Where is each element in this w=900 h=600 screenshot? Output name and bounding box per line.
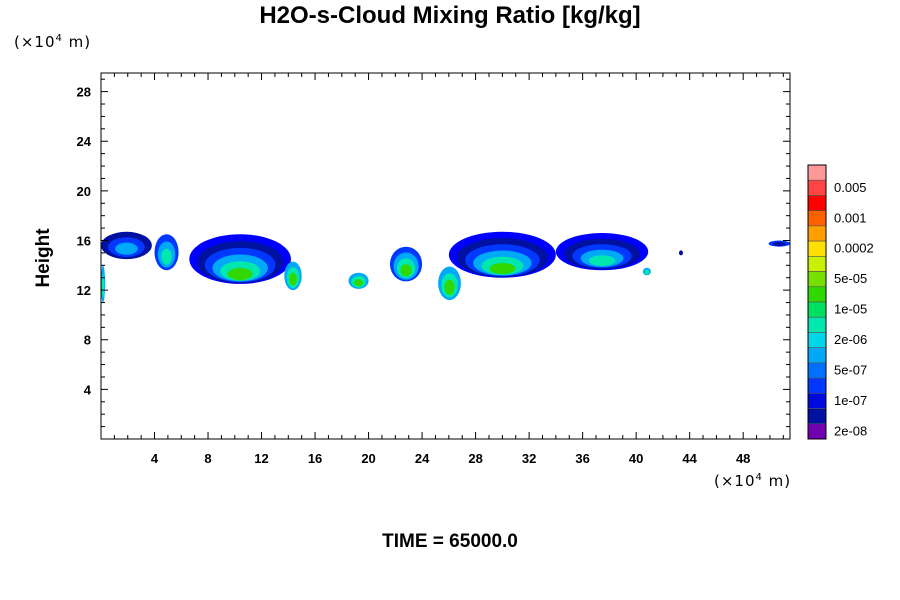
y-axis: 4 8 12 16 20 24 28 bbox=[77, 78, 790, 428]
colorbar-label: 0.001 bbox=[834, 210, 867, 225]
y-tick-label: 8 bbox=[84, 333, 91, 348]
x-tick-label: 28 bbox=[468, 451, 482, 466]
colorbar-swatch bbox=[807, 423, 827, 440]
colorbar-label: 5e-05 bbox=[834, 271, 867, 286]
chart-title: H2O-s-Cloud Mixing Ratio [kg/kg] bbox=[259, 2, 641, 29]
colorbar-swatch bbox=[807, 164, 827, 181]
colorbar-swatch bbox=[807, 240, 827, 257]
cloud-patch-7-level-2 bbox=[444, 279, 455, 295]
cloud-patch-1-level-1 bbox=[101, 274, 105, 298]
x-tick-label: 8 bbox=[204, 451, 211, 466]
x-tick-label: 20 bbox=[361, 451, 375, 466]
cloud-field bbox=[101, 231, 790, 303]
colorbar-label: 5e-07 bbox=[834, 363, 867, 378]
y-tick-label: 24 bbox=[77, 134, 92, 149]
x-tick-label: 16 bbox=[308, 451, 322, 466]
plot-frame bbox=[100, 72, 791, 440]
colorbar-swatch bbox=[807, 179, 827, 196]
cloud-patch-9-level-4 bbox=[588, 255, 616, 266]
x-tick-label: 12 bbox=[254, 451, 268, 466]
colorbar-swatch bbox=[807, 362, 827, 379]
colorbar-swatch bbox=[807, 271, 827, 288]
colorbar-label: 0.0002 bbox=[834, 241, 874, 256]
cloud-patch-3-level-5 bbox=[227, 267, 253, 281]
colorbar-swatch bbox=[807, 408, 827, 425]
x-axis: 4 8 12 16 20 24 28 32 36 40 44 48 bbox=[113, 73, 784, 466]
cloud-patch-12-level-1 bbox=[772, 242, 786, 246]
x-axis-unit: (×104 m) bbox=[714, 472, 792, 490]
cloud-patch-5-level-2 bbox=[354, 279, 363, 287]
colorbar-swatch bbox=[807, 301, 827, 318]
time-label: TIME = 65000.0 bbox=[382, 531, 518, 552]
y-tick-label: 4 bbox=[84, 382, 92, 397]
colorbar-label: 1e-05 bbox=[834, 302, 867, 317]
x-tick-label: 40 bbox=[629, 451, 643, 466]
colorbar-label: 2e-06 bbox=[834, 332, 867, 347]
colorbar-swatch bbox=[807, 347, 827, 364]
y-tick-label: 16 bbox=[77, 233, 91, 248]
colorbar-swatch bbox=[807, 210, 827, 227]
x-tick-label: 48 bbox=[736, 451, 750, 466]
colorbar-swatch bbox=[807, 286, 827, 303]
colorbar-swatch bbox=[807, 225, 827, 242]
x-tick-label: 44 bbox=[682, 451, 697, 466]
colorbar-label: 0.005 bbox=[834, 180, 867, 195]
x-tick-label: 32 bbox=[522, 451, 536, 466]
cloud-patch-0-level-2 bbox=[115, 242, 138, 255]
colorbar-label: 2e-08 bbox=[834, 423, 867, 438]
y-tick-label: 20 bbox=[77, 184, 91, 199]
x-tick-label: 36 bbox=[575, 451, 589, 466]
cloud-patch-6-level-3 bbox=[400, 264, 412, 277]
colorbar-swatch bbox=[807, 316, 827, 333]
cloud-patch-4-level-2 bbox=[289, 272, 297, 286]
x-tick-label: 24 bbox=[415, 451, 430, 466]
cloud-patch-8-level-5 bbox=[489, 262, 516, 275]
y-axis-unit: (×104 m) bbox=[14, 33, 92, 51]
colorbar-swatch bbox=[807, 256, 827, 272]
colorbar-frame bbox=[807, 164, 827, 440]
colorbar-swatch bbox=[807, 377, 827, 394]
colorbar-swatch bbox=[807, 332, 827, 348]
colorbar-swatch bbox=[807, 393, 827, 409]
cloud-patch-11-level-0 bbox=[678, 250, 683, 256]
colorbar: 0.005 0.001 0.0002 5e-05 1e-05 2e-06 5e-07 1e-0… bbox=[807, 164, 874, 440]
cloud-patch-2-level-2 bbox=[161, 248, 172, 265]
colorbar-label: 1e-07 bbox=[834, 393, 867, 408]
cloud-patch-10-level-1 bbox=[644, 269, 650, 275]
x-tick-label: 4 bbox=[151, 451, 159, 466]
y-tick-label: 12 bbox=[77, 283, 91, 298]
colorbar-swatch bbox=[807, 195, 827, 211]
y-tick-label: 28 bbox=[77, 85, 91, 100]
